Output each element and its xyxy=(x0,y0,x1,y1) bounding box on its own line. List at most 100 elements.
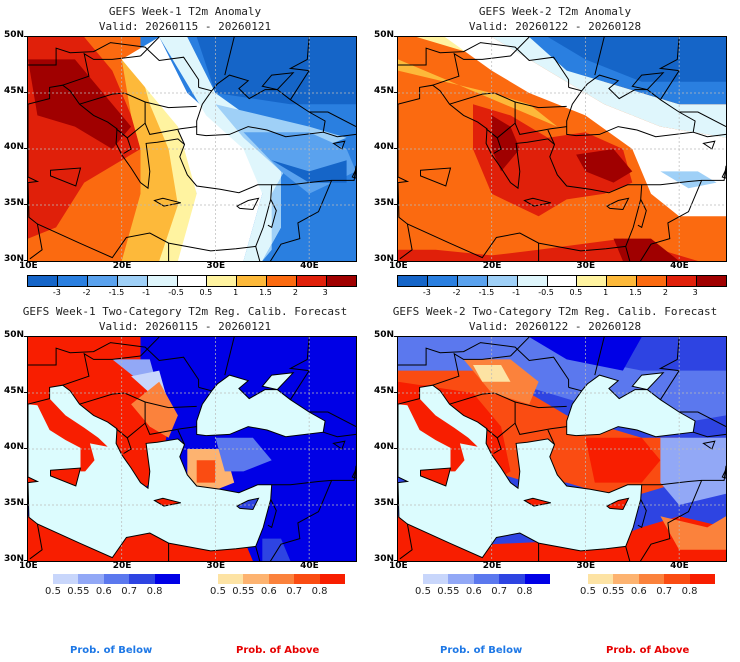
lon-label: 30E xyxy=(576,261,596,271)
lat-tick xyxy=(394,448,397,449)
colorbar-swatch xyxy=(499,574,525,584)
lat-tick xyxy=(394,148,397,149)
prob-colorbar-label: 0.6 xyxy=(260,586,277,597)
title-text: GEFS Week-2 T2m Anomaly xyxy=(478,5,632,18)
prob-colorbar-label: 0.5 xyxy=(415,586,431,597)
lat-label: 30N xyxy=(373,554,394,564)
lat-tick xyxy=(394,204,397,205)
colorbar-swatch xyxy=(147,276,178,286)
anomaly-colorbar-label: -1.5 xyxy=(478,288,495,297)
valid-dates: Valid: 20260115 - 20260121 xyxy=(98,320,272,333)
colorbar-swatch xyxy=(57,276,88,286)
lat-tick xyxy=(24,560,27,561)
colorbar-swatch xyxy=(129,574,155,584)
lat-label: 40N xyxy=(3,442,24,452)
lat-label: 40N xyxy=(373,442,394,452)
lon-label: 10E xyxy=(19,561,38,571)
lon-label: 30E xyxy=(206,561,226,571)
colorbar-swatch xyxy=(398,276,428,286)
map-field xyxy=(398,37,726,261)
colorbar-swatch xyxy=(243,574,269,584)
lat-label: 50N xyxy=(373,30,394,40)
prob-colorbar-label: 0.55 xyxy=(602,586,625,597)
lat-label: 40N xyxy=(3,142,24,152)
colorbar-swatch xyxy=(547,276,578,286)
anomaly-colorbar-label: 1 xyxy=(233,288,239,297)
prob-colorbar-label: 0.8 xyxy=(681,586,698,597)
anomaly-colorbar-label: -2 xyxy=(452,288,461,297)
prob-above-colorbar-week2 xyxy=(588,574,716,584)
prob-below-colorbar-week1 xyxy=(53,574,181,584)
prob-colorbar-label: 0.7 xyxy=(491,586,508,597)
prob-colorbar-label: 0.5 xyxy=(580,586,596,597)
lon-label: 40E xyxy=(670,261,689,271)
colorbar-swatch xyxy=(319,574,346,584)
prob-colorbar-label: 0.5 xyxy=(45,586,61,597)
prob-colorbar-label: 0.5 xyxy=(210,586,226,597)
anomaly-colorbar-week1 xyxy=(27,275,357,287)
legend-prob-above-week1: Prob. of Above xyxy=(236,645,320,656)
lat-label: 35N xyxy=(3,498,24,508)
lat-tick xyxy=(24,336,27,337)
anomaly-colorbar-label: 2 xyxy=(662,288,668,297)
anomaly-colorbar-label: 1 xyxy=(603,288,609,297)
prob-above-colorbar-week1 xyxy=(218,574,346,584)
lat-tick xyxy=(394,336,397,337)
lat-label: 50N xyxy=(3,30,24,40)
panel-title-week1-anomaly: GEFS Week-1 T2m Anomaly Valid: 20260115 … xyxy=(0,4,370,34)
colorbar-swatch xyxy=(664,574,690,584)
valid-dates: Valid: 20260122 - 20260128 xyxy=(468,320,642,333)
lat-label: 45N xyxy=(3,86,24,96)
lat-tick xyxy=(24,448,27,449)
colorbar-swatch xyxy=(524,574,551,584)
map-week1-probability xyxy=(27,336,357,562)
colorbar-swatch xyxy=(487,276,518,286)
colorbar-swatch xyxy=(517,276,548,286)
anomaly-colorbar-label: -0.5 xyxy=(538,288,554,297)
colorbar-swatch xyxy=(427,276,458,286)
colorbar-swatch xyxy=(78,574,104,584)
map-field xyxy=(398,337,726,561)
map-field xyxy=(28,37,356,261)
colorbar-swatch xyxy=(237,276,268,286)
lat-label: 35N xyxy=(3,198,24,208)
lat-tick xyxy=(394,560,397,561)
prob-below-colorbar-week2 xyxy=(423,574,551,584)
colorbar-swatch xyxy=(53,574,79,584)
lat-label: 35N xyxy=(373,498,394,508)
lat-tick xyxy=(394,392,397,393)
lon-label: 20E xyxy=(482,261,502,271)
colorbar-swatch xyxy=(689,574,716,584)
prob-colorbar-label: 0.8 xyxy=(146,586,163,597)
anomaly-colorbar-label: -3 xyxy=(52,288,61,297)
prob-colorbar-label: 0.55 xyxy=(67,586,90,597)
lat-tick xyxy=(24,204,27,205)
lat-tick xyxy=(394,260,397,261)
title-text: GEFS Week-1 Two-Category T2m Reg. Calib.… xyxy=(22,305,348,318)
prob-colorbar-label: 0.6 xyxy=(95,586,112,597)
anomaly-colorbar-week2 xyxy=(397,275,727,287)
anomaly-colorbar-label: 0.5 xyxy=(569,288,583,297)
colorbar-swatch xyxy=(87,276,118,286)
lat-label: 30N xyxy=(373,254,394,264)
colorbar-swatch xyxy=(268,574,295,584)
anomaly-colorbar-label: 3 xyxy=(322,288,328,297)
lon-label: 40E xyxy=(300,261,319,271)
map-week1-anomaly xyxy=(27,36,357,262)
anomaly-colorbar-label: 0.5 xyxy=(199,288,213,297)
legend-prob-below-week2: Prob. of Below xyxy=(440,645,523,656)
title-text: GEFS Week-1 T2m Anomaly xyxy=(108,5,262,18)
anomaly-colorbar-label: -1.5 xyxy=(108,288,125,297)
lon-label: 40E xyxy=(300,561,319,571)
colorbar-swatch xyxy=(117,276,148,286)
colorbar-swatch xyxy=(667,276,698,286)
prob-colorbar-label: 0.8 xyxy=(311,586,328,597)
title-text: GEFS Week-2 Two-Category T2m Reg. Calib.… xyxy=(392,305,718,318)
prob-colorbar-label: 0.7 xyxy=(286,586,303,597)
colorbar-swatch xyxy=(697,276,726,286)
lat-tick xyxy=(24,392,27,393)
colorbar-swatch xyxy=(297,276,328,286)
colorbar-swatch xyxy=(177,276,208,286)
anomaly-colorbar-label: 3 xyxy=(692,288,698,297)
colorbar-swatch xyxy=(588,574,614,584)
